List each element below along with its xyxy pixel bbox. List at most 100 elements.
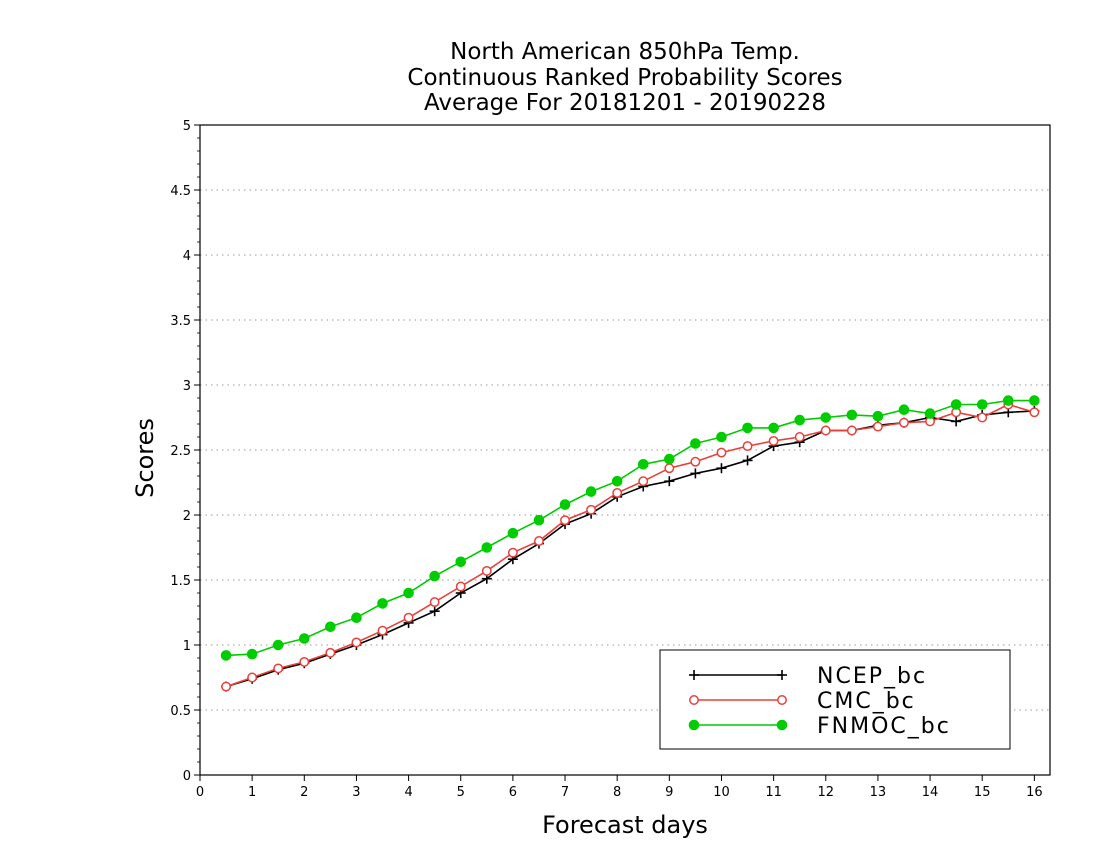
chart-title-line-3: Average For 20181201 - 20190228 [424, 90, 826, 116]
legend-marker [689, 670, 699, 680]
data-point [924, 408, 936, 419]
data-point [690, 468, 701, 479]
legend-label: NCEP_bc [817, 664, 927, 689]
data-point [1029, 395, 1040, 406]
data-point [664, 453, 675, 465]
y-tick-label: 5 [183, 119, 191, 134]
chart-title-line-1: North American 850hPa Temp. [450, 39, 800, 65]
data-point [351, 612, 362, 624]
data-point [298, 633, 310, 644]
series-CMC_bc [221, 399, 1040, 692]
data-point [1029, 407, 1040, 418]
data-point [455, 556, 467, 568]
data-point [950, 399, 962, 410]
legend-marker [777, 695, 787, 705]
x-tick-label: 14 [922, 785, 939, 800]
series-layer [220, 395, 1040, 692]
legend-entry: CMC_bc [689, 689, 916, 714]
x-axis-title: Forecast days [542, 811, 708, 839]
data-point [533, 514, 545, 526]
x-tick-label: 10 [713, 785, 730, 800]
x-tick-label: 2 [300, 785, 308, 800]
y-tick-label: 2 [183, 509, 191, 524]
legend-entry: NCEP_bc [689, 664, 927, 689]
data-point [325, 647, 336, 658]
data-point [507, 547, 518, 558]
data-point [221, 681, 232, 692]
y-tick-label: 3.5 [170, 314, 191, 329]
legend-marker [776, 719, 788, 731]
x-tick-label: 1 [248, 785, 256, 800]
y-axis-title: Scores [131, 418, 159, 498]
data-point [429, 606, 440, 617]
data-point [377, 598, 388, 609]
data-point [481, 565, 492, 576]
data-point [481, 542, 493, 553]
y-tick-label: 4.5 [170, 184, 191, 199]
data-point [377, 625, 388, 636]
legend-label: CMC_bc [817, 689, 916, 714]
x-tick-label: 15 [974, 785, 991, 800]
x-tick-label: 16 [1026, 785, 1043, 800]
data-point [716, 447, 727, 458]
x-tick-label: 8 [613, 785, 621, 800]
y-tick-label: 1.5 [170, 574, 191, 589]
data-point [794, 432, 805, 442]
data-point [846, 409, 858, 421]
y-tick-label: 2.5 [170, 444, 191, 459]
data-point [690, 438, 701, 449]
x-tick-label: 11 [765, 785, 782, 800]
data-point [794, 414, 805, 426]
data-point [898, 404, 910, 416]
y-tick-label: 3 [183, 379, 191, 394]
chart-title-line-2: Continuous Ranked Probability Scores [407, 65, 842, 91]
data-point [742, 455, 753, 466]
data-point [951, 416, 962, 427]
x-tick-label: 7 [561, 785, 569, 800]
y-tick-label: 0 [183, 769, 191, 784]
series-FNMOC_bc [220, 395, 1040, 661]
data-point [768, 435, 779, 446]
data-point [586, 504, 597, 515]
data-point [716, 431, 727, 443]
data-point [690, 456, 701, 467]
data-point [1002, 395, 1014, 406]
data-point [585, 486, 597, 497]
plot-area-frame [199, 124, 1051, 776]
data-point [351, 637, 362, 648]
data-point [272, 639, 284, 651]
data-point [299, 656, 310, 667]
data-point [247, 672, 258, 683]
y-tick-label: 0.5 [170, 704, 191, 719]
x-tick-label: 3 [352, 785, 360, 800]
data-point [716, 463, 727, 474]
data-point [220, 650, 232, 661]
data-point [977, 412, 988, 423]
data-point [637, 459, 649, 470]
data-point [429, 570, 440, 582]
data-point [872, 410, 884, 422]
data-point [403, 612, 414, 623]
data-point [820, 425, 831, 436]
data-point [273, 663, 284, 674]
legend-marker [689, 695, 699, 705]
data-point [612, 487, 623, 498]
legend-label: FNMOC_bc [817, 714, 951, 739]
x-tick-label: 12 [817, 785, 834, 800]
x-tick-label: 5 [457, 785, 465, 800]
data-point [611, 475, 623, 487]
y-tick-label: 4 [183, 249, 191, 264]
data-point [534, 536, 544, 546]
legend-entry: FNMOC_bc [688, 714, 951, 739]
data-point [664, 476, 675, 487]
data-point [742, 441, 753, 452]
data-point [872, 421, 883, 432]
data-point [742, 422, 753, 434]
data-point [403, 587, 414, 599]
data-point [560, 515, 570, 526]
data-point [429, 597, 440, 608]
data-point [820, 412, 832, 423]
